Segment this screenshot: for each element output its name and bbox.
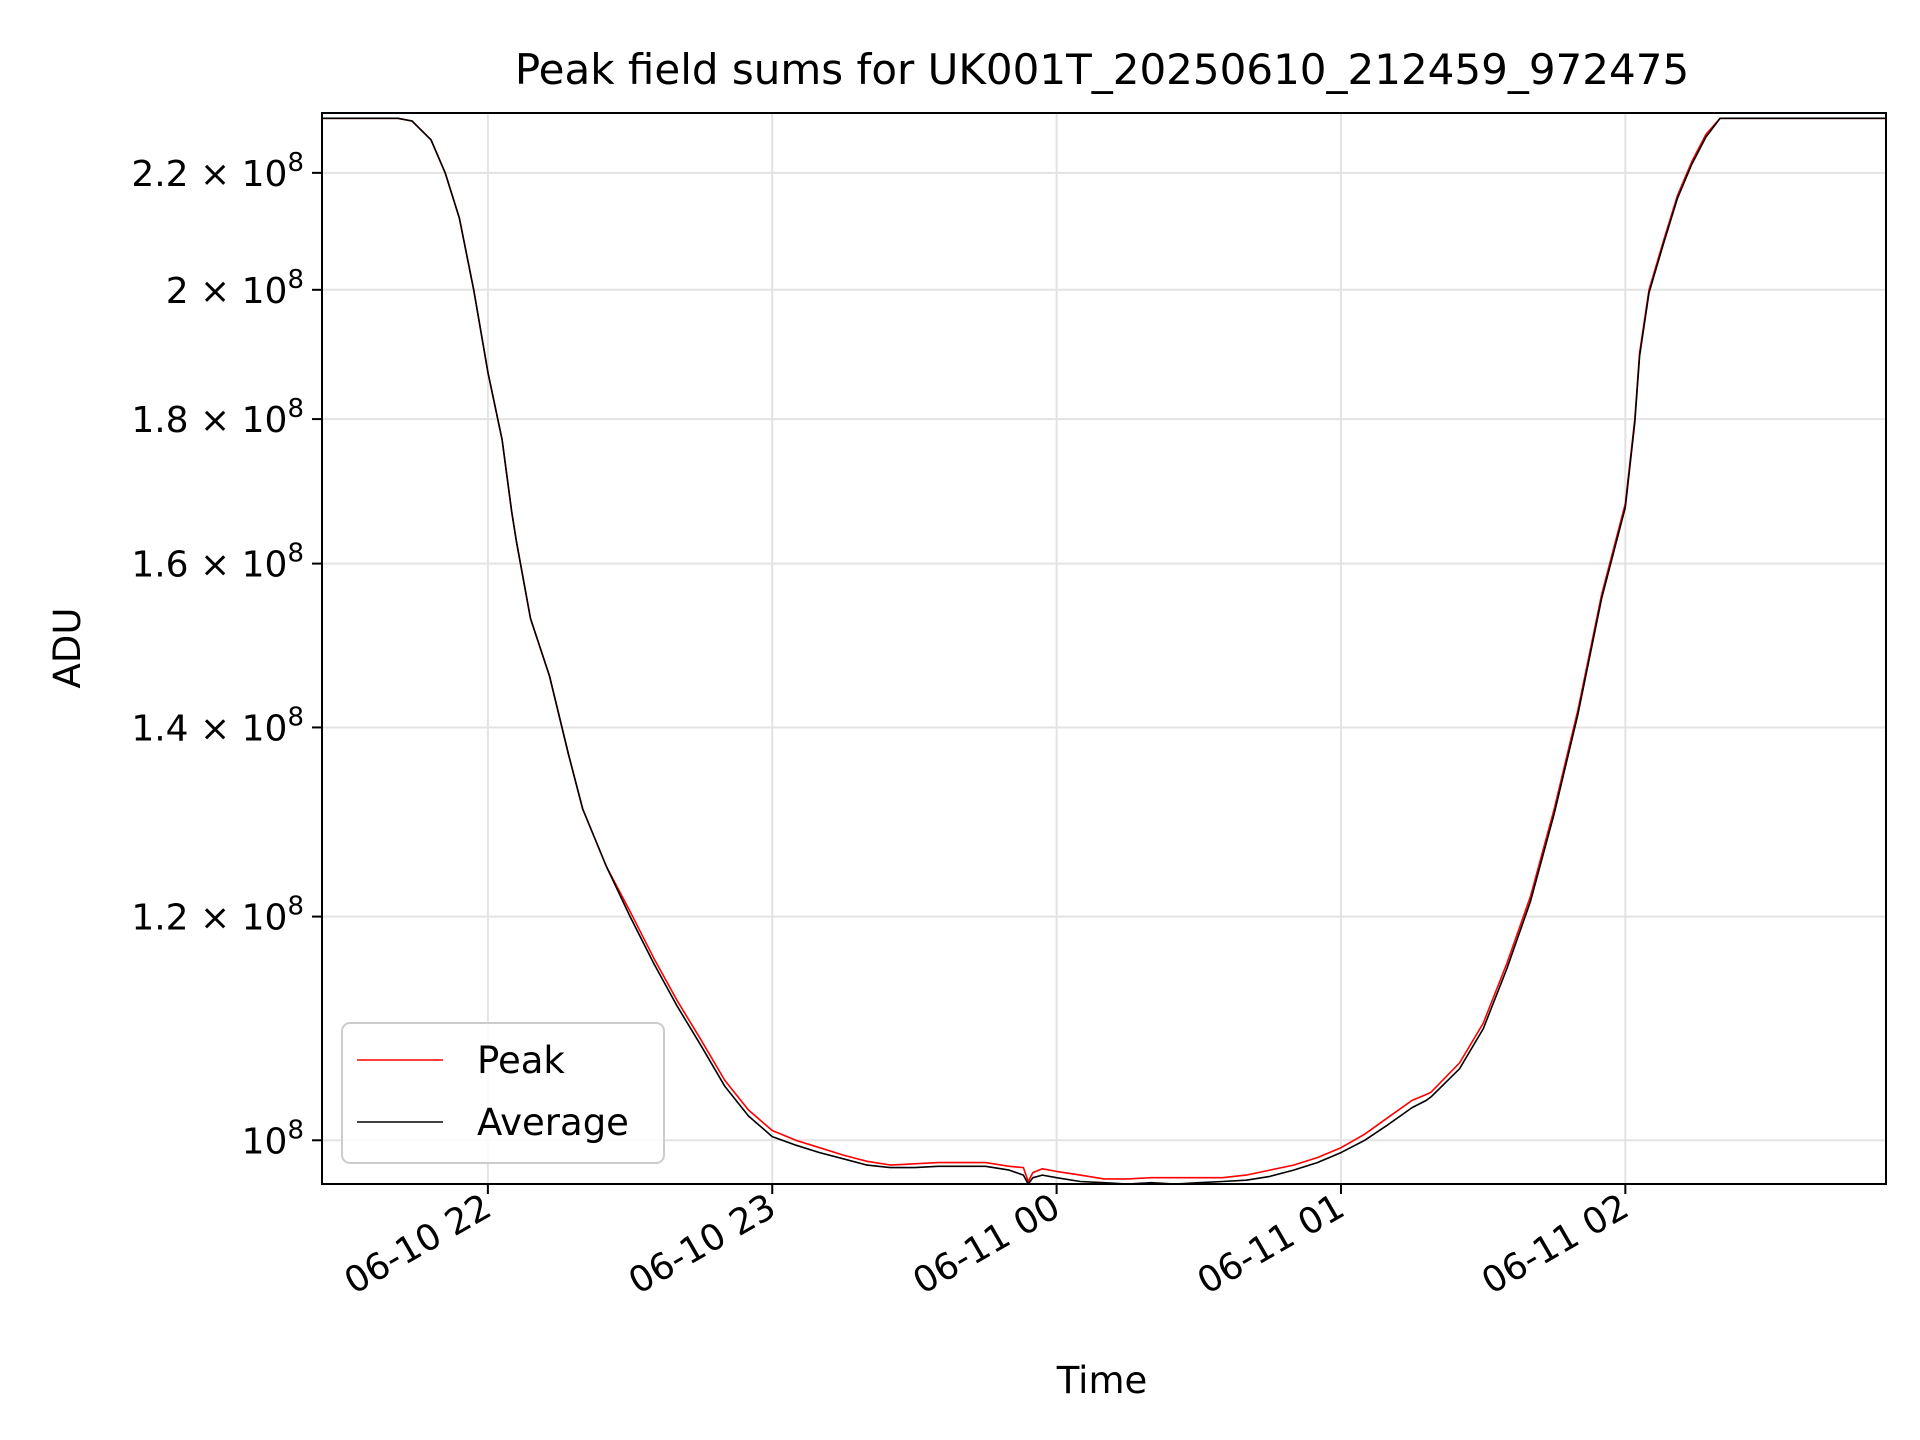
y-tick-exponent: 8 [287,702,304,732]
y-axis-label: ADU [46,608,89,689]
chart-title: Peak field sums for UK001T_20250610_2124… [515,45,1689,94]
y-tick-exponent: 8 [287,265,304,295]
axes-frame [321,112,1887,1185]
y-tick-mantissa: 2 × 10 [166,271,288,312]
y-tick-label: 1.6 × 108 [131,539,304,586]
series-line-average [322,117,1886,1185]
x-axis-label: Time [1056,1359,1148,1402]
series-lines [322,117,1886,1185]
y-tick-exponent: 8 [287,148,304,178]
y-tick-exponent: 8 [287,892,304,922]
y-tick-mantissa: 1.4 × 10 [131,708,287,749]
y-tick-label: 2 × 108 [166,265,304,312]
y-tick-mantissa: 1.6 × 10 [131,545,287,586]
y-tick-label: 1.2 × 108 [131,892,304,939]
grid [322,113,1886,1184]
y-tick-mantissa: 1.2 × 10 [131,898,287,939]
y-tick-exponent: 8 [287,1115,304,1145]
y-tick-mantissa: 2.2 × 10 [131,154,287,195]
y-tick-label: 1.4 × 108 [131,702,304,749]
y-tick-label: 108 [242,1115,304,1162]
y-tick-mantissa: 1.8 × 10 [131,400,287,441]
legend-box [341,1022,665,1164]
legend-label-peak: Peak [477,1039,565,1082]
y-tick-label: 2.2 × 108 [131,148,304,195]
y-tick-label: 1.8 × 108 [131,394,304,441]
legend-label-average: Average [477,1101,629,1144]
legend: Peak Average [341,1022,665,1164]
y-tick-exponent: 8 [287,539,304,569]
y-tick-exponent: 8 [287,394,304,424]
y-tick-mantissa: 10 [242,1121,288,1162]
